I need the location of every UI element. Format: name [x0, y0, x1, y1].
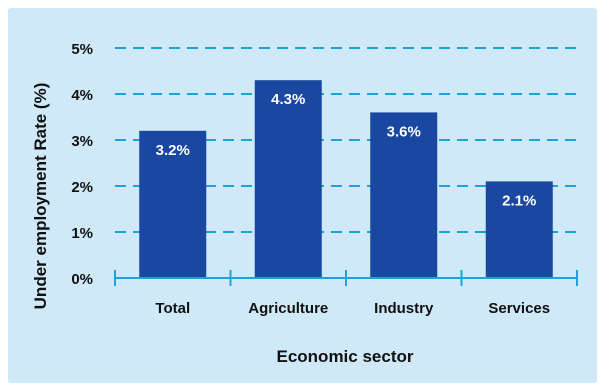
data-label: 2.1% — [502, 192, 536, 209]
data-label: 4.3% — [271, 91, 305, 108]
bar — [139, 130, 207, 278]
bar — [370, 112, 438, 279]
data-label: 3.2% — [156, 142, 190, 159]
y-axis-title: Under employment Rate (%) — [31, 83, 50, 310]
labels-layer: 0% 1% 2% 3% 4% 5% 3.2% Total 4.3% Agriculture 3.6%… — [71, 41, 550, 317]
category-label: Total — [155, 300, 190, 317]
y-tick-label: 0% — [71, 271, 93, 288]
y-tick-label: 1% — [71, 225, 93, 242]
data-label: 3.6% — [387, 123, 421, 140]
category-label: Industry — [374, 300, 434, 317]
y-tick-label: 2% — [71, 179, 93, 196]
bar — [485, 181, 553, 278]
category-label: Agriculture — [248, 300, 328, 317]
bars-layer — [139, 80, 553, 279]
bar — [254, 80, 322, 278]
x-axis-title: Economic sector — [277, 347, 414, 366]
category-label: Services — [488, 300, 550, 317]
y-tick-label: 3% — [71, 133, 93, 150]
y-tick-label: 5% — [71, 41, 93, 58]
y-tick-label: 4% — [71, 87, 93, 104]
axis-layer — [114, 270, 578, 286]
